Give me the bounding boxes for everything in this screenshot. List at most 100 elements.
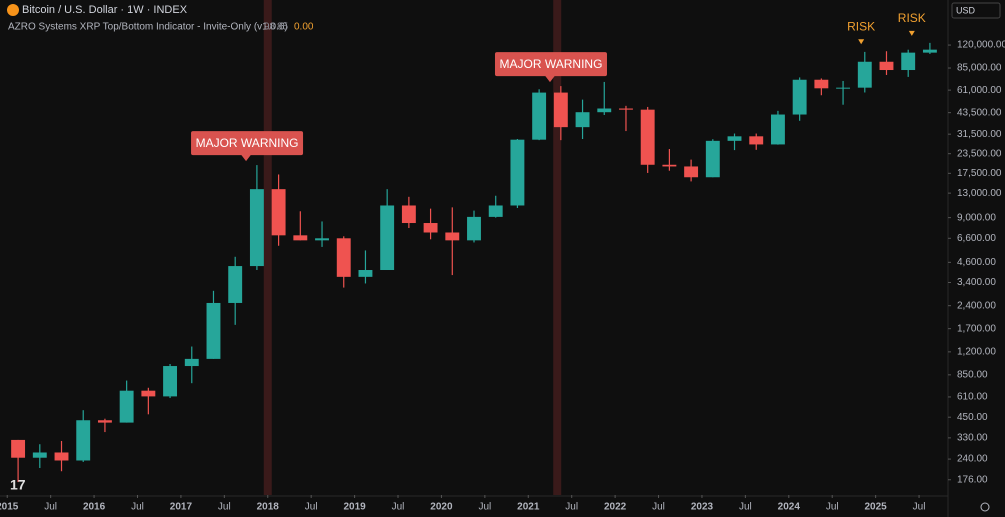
annotation-marker [858, 39, 865, 45]
candle-body [532, 92, 547, 140]
x-tick-label: 2023 [691, 502, 714, 513]
x-tick-label: 2015 [0, 502, 19, 513]
highlight-band [263, 0, 272, 495]
candle-body [836, 87, 851, 89]
y-tick-label: 31,500.00 [957, 129, 1002, 140]
y-tick-label: 610.00 [957, 392, 988, 403]
x-tick-label: Jul [913, 502, 926, 513]
candle-body [575, 112, 590, 128]
candle-body [54, 452, 69, 461]
candle-body [293, 235, 308, 241]
x-tick-label: Jul [305, 502, 318, 513]
annotation-pointer [544, 75, 555, 83]
y-tick-label: 17,500.00 [957, 168, 1002, 179]
y-tick-label: 6,600.00 [957, 233, 996, 244]
y-tick-label: 4,600.00 [957, 257, 996, 268]
candle-body [32, 452, 47, 458]
candle-body [11, 439, 26, 458]
y-tick-label: 9,000.00 [957, 212, 996, 223]
candle-body [770, 114, 785, 145]
x-tick-label: Jul [826, 502, 839, 513]
x-tick-label: Jul [44, 502, 57, 513]
candle-body [749, 136, 764, 145]
candle-body [380, 205, 395, 271]
candle-body [228, 266, 243, 303]
candle-body [553, 92, 568, 128]
candle-body [163, 366, 178, 397]
x-tick-label: 2019 [343, 502, 366, 513]
candle-body [922, 49, 937, 53]
annotation-marker [908, 30, 915, 36]
x-tick-label: 2018 [257, 502, 280, 513]
x-tick-label: 2021 [517, 502, 540, 513]
candle-body [619, 108, 633, 110]
candle-body [358, 270, 373, 277]
candle-body [814, 79, 829, 89]
logo[interactable]: 17 [10, 477, 26, 493]
candle-body [423, 223, 438, 233]
candle-body [597, 108, 612, 113]
annotation-label: RISK [847, 19, 875, 33]
y-tick-label: 450.00 [957, 412, 988, 423]
x-tick-label: Jul [739, 502, 752, 513]
indicator-value: 0.00 [294, 22, 314, 33]
candle-body [879, 61, 894, 71]
x-tick-label: Jul [392, 502, 405, 513]
y-tick-label: 61,000.00 [957, 85, 1002, 96]
x-tick-label: Jul [478, 502, 491, 513]
y-tick-label: 330.00 [957, 433, 988, 444]
annotation-label: MAJOR WARNING [196, 136, 299, 150]
candle-body [141, 390, 156, 397]
candle-body [705, 140, 720, 178]
x-tick-label: 2025 [865, 502, 888, 513]
annotation-label: MAJOR WARNING [500, 57, 603, 71]
annotation-label: RISK [898, 11, 926, 25]
candle-body [792, 79, 807, 115]
candle-body [315, 238, 329, 241]
candle-body [467, 216, 481, 241]
plot-area [11, 0, 937, 495]
annotation-pointer [241, 154, 252, 162]
candle-body [727, 136, 742, 141]
y-tick-label: 2,400.00 [957, 300, 996, 311]
x-tick-label: 2017 [170, 502, 193, 513]
indicator-value: 98 [264, 22, 276, 33]
y-tick-label: 23,500.00 [957, 148, 1002, 159]
candle-body [445, 232, 460, 241]
candle-body [510, 139, 525, 206]
x-tick-label: Jul [565, 502, 578, 513]
candle-body [857, 61, 872, 88]
x-tick-label: 2024 [778, 502, 801, 513]
y-tick-label: 43,500.00 [957, 107, 1002, 118]
y-tick-label: 240.00 [957, 454, 988, 465]
currency-box[interactable] [951, 2, 1001, 19]
y-tick-label: 3,400.00 [957, 277, 996, 288]
candle-body [401, 205, 416, 224]
annotation-box [191, 131, 304, 156]
indicator-value: 85 [277, 22, 289, 33]
y-tick-label: 120,000.00 [957, 40, 1005, 51]
annotation-box [494, 52, 607, 77]
x-tick-label: Jul [652, 502, 665, 513]
candle-body [662, 164, 677, 167]
x-tick-label: Jul [131, 502, 144, 513]
candle-body [76, 420, 91, 461]
y-tick-label: 1,700.00 [957, 323, 996, 334]
symbol-icon [7, 4, 19, 16]
symbol-title: Bitcoin / U.S. Dollar · 1W · INDEX [22, 4, 188, 16]
highlight-band [553, 0, 562, 495]
candle-body [271, 189, 286, 236]
candle-body [206, 302, 221, 359]
candle-body [640, 109, 655, 165]
settings-icon[interactable] [980, 502, 990, 512]
candle-body [684, 166, 699, 178]
candle-body [488, 205, 503, 217]
currency-label[interactable]: USD [956, 5, 976, 15]
y-tick-label: 176.00 [957, 474, 988, 485]
indicator-name: AZRO Systems XRP Top/Bottom Indicator - … [8, 22, 288, 33]
x-tick-label: Jul [218, 502, 231, 513]
x-tick-label: 2022 [604, 502, 627, 513]
